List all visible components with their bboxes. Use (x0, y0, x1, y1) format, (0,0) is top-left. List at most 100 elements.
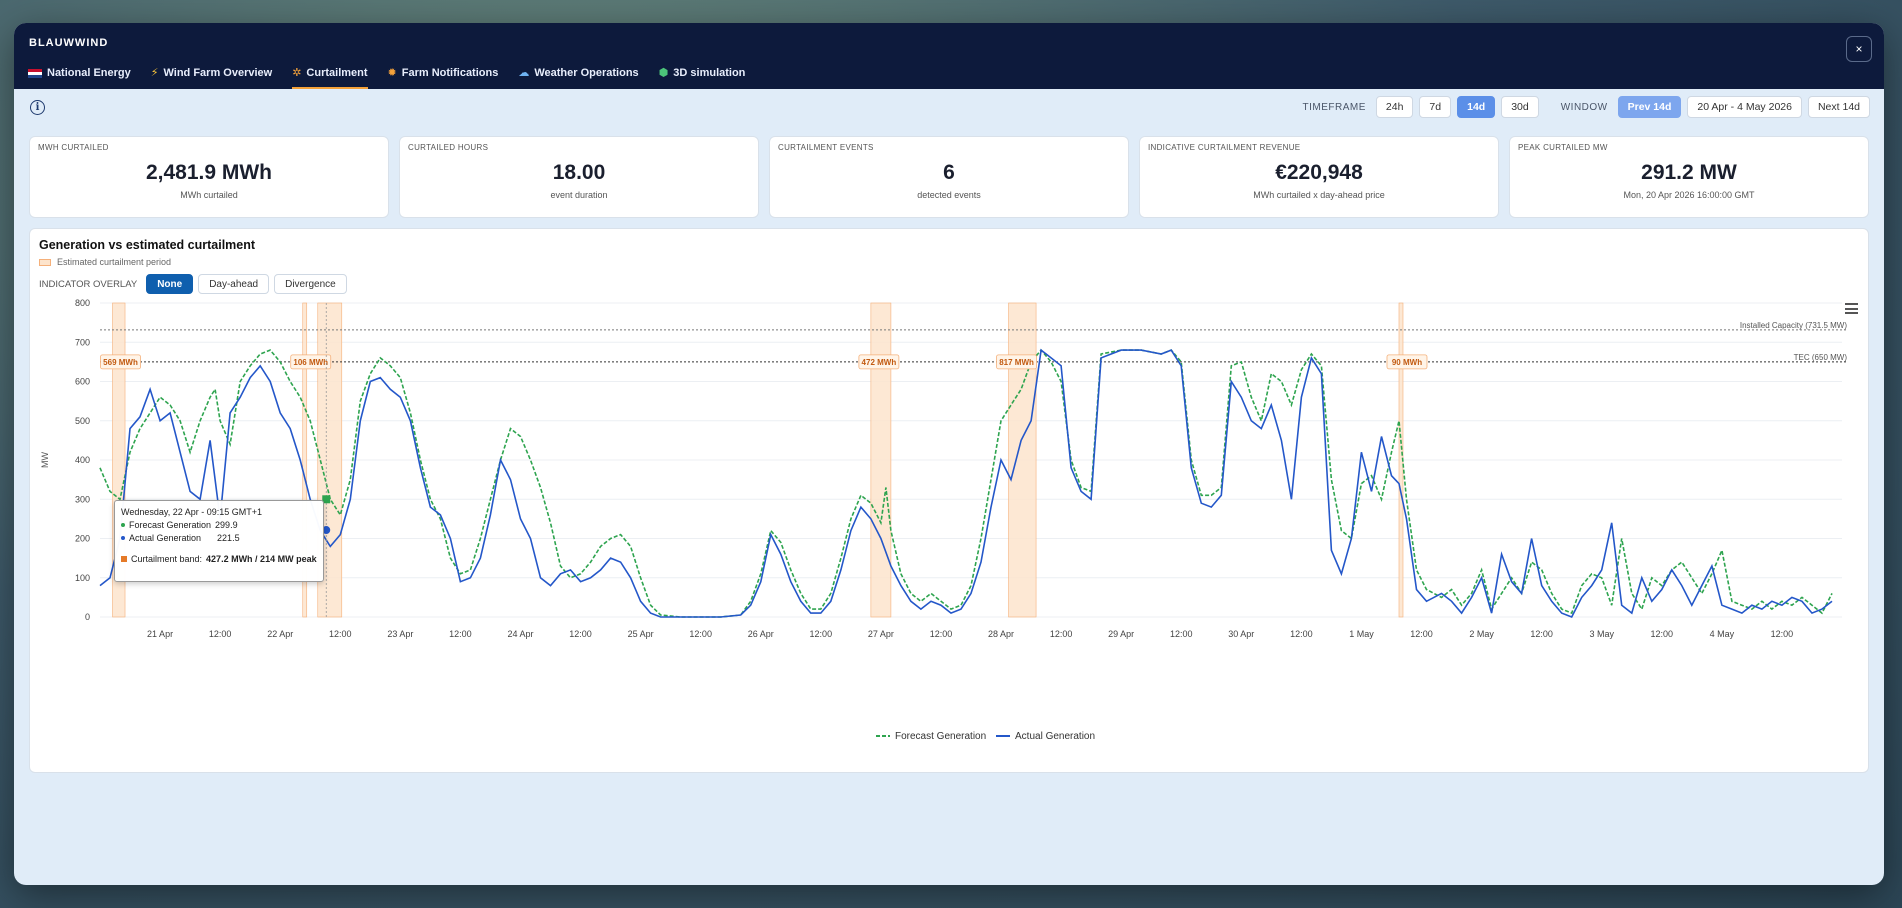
legend-label: Actual Generation (1015, 731, 1095, 742)
tooltip-band-label: Curtailment band: (131, 554, 203, 564)
kpi-label: PEAK CURTAILED MW (1518, 143, 1608, 152)
y-tick-label: 200 (75, 534, 90, 544)
curtailment-modal: BLAUWWIND × National Energy ⚡ Wind Farm … (14, 23, 1884, 885)
x-tick-label: 26 Apr (748, 629, 774, 639)
tab-weather-operations[interactable]: ☁ Weather Operations (518, 67, 638, 89)
band-label: 817 MWh (999, 358, 1034, 367)
kpi-card-peak-curtailed: PEAK CURTAILED MW 291.2 MW Mon, 20 Apr 2… (1509, 136, 1869, 218)
kpi-label: CURTAILED HOURS (408, 143, 489, 152)
kpi-sub: detected events (917, 190, 981, 200)
y-tick-label: 300 (75, 494, 90, 504)
chart-menu-icon[interactable] (1845, 303, 1858, 314)
x-tick-label: 12:00 (1170, 629, 1193, 639)
tooltip-forecast-label: Forecast Generation (129, 520, 212, 530)
tooltip-forecast-value: 299.9 (215, 520, 238, 530)
x-tick-label: 28 Apr (988, 629, 1014, 639)
tooltip-actual-value: 221.5 (217, 533, 240, 543)
x-tick-label: 22 Apr (267, 629, 293, 639)
tab-curtailment[interactable]: ✲ Curtailment (292, 67, 368, 89)
timeframe-30d-button[interactable]: 30d (1501, 96, 1539, 118)
tab-bar: National Energy ⚡ Wind Farm Overview ✲ C… (28, 67, 745, 89)
band-label: 106 MWh (293, 358, 328, 367)
y-tick-label: 400 (75, 455, 90, 465)
next-window-button[interactable]: Next 14d (1807, 96, 1870, 118)
x-tick-label: 12:00 (1530, 629, 1553, 639)
forecast-series-line (99, 348, 1833, 618)
tooltip-actual-label: Actual Generation (129, 533, 202, 543)
band-legend-label: Estimated curtailment period (57, 257, 172, 267)
kpi-card-curtailment-revenue: INDICATIVE CURTAILMENT REVENUE €220,948 … (1139, 136, 1499, 218)
kpi-value: 6 (943, 161, 955, 184)
kpi-label: CURTAILMENT EVENTS (778, 143, 874, 152)
x-tick-label: 4 May (1710, 629, 1735, 639)
timeframe-7d-button[interactable]: 7d (1419, 96, 1452, 118)
tab-wind-farm-overview[interactable]: ⚡ Wind Farm Overview (151, 67, 272, 89)
tab-label: National Energy (47, 67, 131, 79)
window-range: 20 Apr - 4 May 2026 (1687, 96, 1802, 118)
x-tick-label: 12:00 (209, 629, 232, 639)
timeframe-label: TIMEFRAME (1302, 101, 1366, 113)
x-tick-label: 12:00 (689, 629, 712, 639)
tab-label: Wind Farm Overview (163, 67, 273, 79)
tooltip-band-row: Curtailment band: 427.2 MWh / 214 MW pea… (121, 554, 317, 564)
tab-national-energy[interactable]: National Energy (28, 67, 131, 89)
window-label: WINDOW (1560, 101, 1608, 113)
curtailment-band (1008, 302, 1037, 618)
x-tick-label: 24 Apr (507, 629, 533, 639)
x-tick-label: 29 Apr (1108, 629, 1134, 639)
top-bar: BLAUWWIND × National Energy ⚡ Wind Farm … (14, 23, 1884, 89)
kpi-label: MWH CURTAILED (38, 143, 109, 152)
x-tick-label: 23 Apr (387, 629, 413, 639)
band-label-box (100, 354, 141, 370)
x-tick-label: 12:00 (1290, 629, 1313, 639)
y-axis-label: MW (40, 452, 50, 468)
app-title: BLAUWWIND (29, 37, 109, 49)
x-tick-label: 12:00 (329, 629, 352, 639)
tooltip-actual-row: Actual Generation 221.5 (121, 533, 317, 543)
y-tick-label: 100 (75, 573, 90, 583)
tab-label: Weather Operations (534, 67, 639, 79)
timeframe-24h-button[interactable]: 24h (1375, 96, 1414, 118)
curtailment-band (302, 302, 308, 618)
timeframe-14d-button[interactable]: 14d (1457, 96, 1496, 118)
tab-3d-simulation[interactable]: ⬢ 3D simulation (659, 67, 746, 89)
actual-series-line (99, 348, 1833, 619)
x-tick-label: 12:00 (930, 629, 953, 639)
kpi-card-curtailed-hours: CURTAILED HOURS 18.00 event duration (399, 136, 759, 218)
x-tick-label: 12:00 (1651, 629, 1674, 639)
band-label-box (858, 354, 900, 370)
y-tick-label: 600 (75, 377, 90, 387)
reference-line-label: TEC (650 MW) (1794, 353, 1848, 362)
overlay-none-button[interactable]: None (146, 274, 194, 294)
x-tick-label: 25 Apr (628, 629, 654, 639)
close-button[interactable]: × (1846, 36, 1872, 62)
y-tick-label: 800 (75, 298, 90, 308)
x-tick-label: 12:00 (449, 629, 472, 639)
cloud-icon: ☁ (518, 67, 530, 79)
forecast-dot-icon (121, 523, 125, 527)
band-label: 569 MWh (103, 358, 138, 367)
lightning-icon: ⚡ (150, 67, 159, 79)
prev-window-button[interactable]: Prev 14d (1617, 96, 1682, 118)
actual-hover-marker (322, 526, 331, 535)
kpi-value: 291.2 MW (1641, 161, 1737, 184)
indicator-overlay: INDICATOR OVERLAY None Day-ahead Diverge… (39, 274, 347, 294)
band-square-icon (121, 556, 127, 562)
x-tick-label: 3 May (1589, 629, 1614, 639)
kpi-sub: event duration (550, 190, 608, 200)
x-tick-label: 1 May (1349, 629, 1374, 639)
overlay-day-ahead-button[interactable]: Day-ahead (198, 274, 270, 294)
bell-icon: ✹ (387, 67, 397, 79)
y-tick-label: 700 (75, 337, 90, 347)
kpi-card-mwh-curtailed: MWH CURTAILED 2,481.9 MWh MWh curtailed (29, 136, 389, 218)
legend-label: Forecast Generation (895, 731, 986, 742)
info-icon[interactable]: i (30, 100, 45, 115)
x-tick-label: 2 May (1469, 629, 1494, 639)
overlay-divergence-button[interactable]: Divergence (274, 274, 347, 294)
kpi-sub: Mon, 20 Apr 2026 16:00:00 GMT (1623, 190, 1755, 200)
curtail-icon: ✲ (292, 67, 302, 79)
tab-farm-notifications[interactable]: ✹ Farm Notifications (388, 67, 499, 89)
chart-title: Generation vs estimated curtailment (39, 238, 256, 252)
tab-label: Curtailment (306, 67, 368, 79)
y-tick-label: 0 (85, 612, 90, 622)
